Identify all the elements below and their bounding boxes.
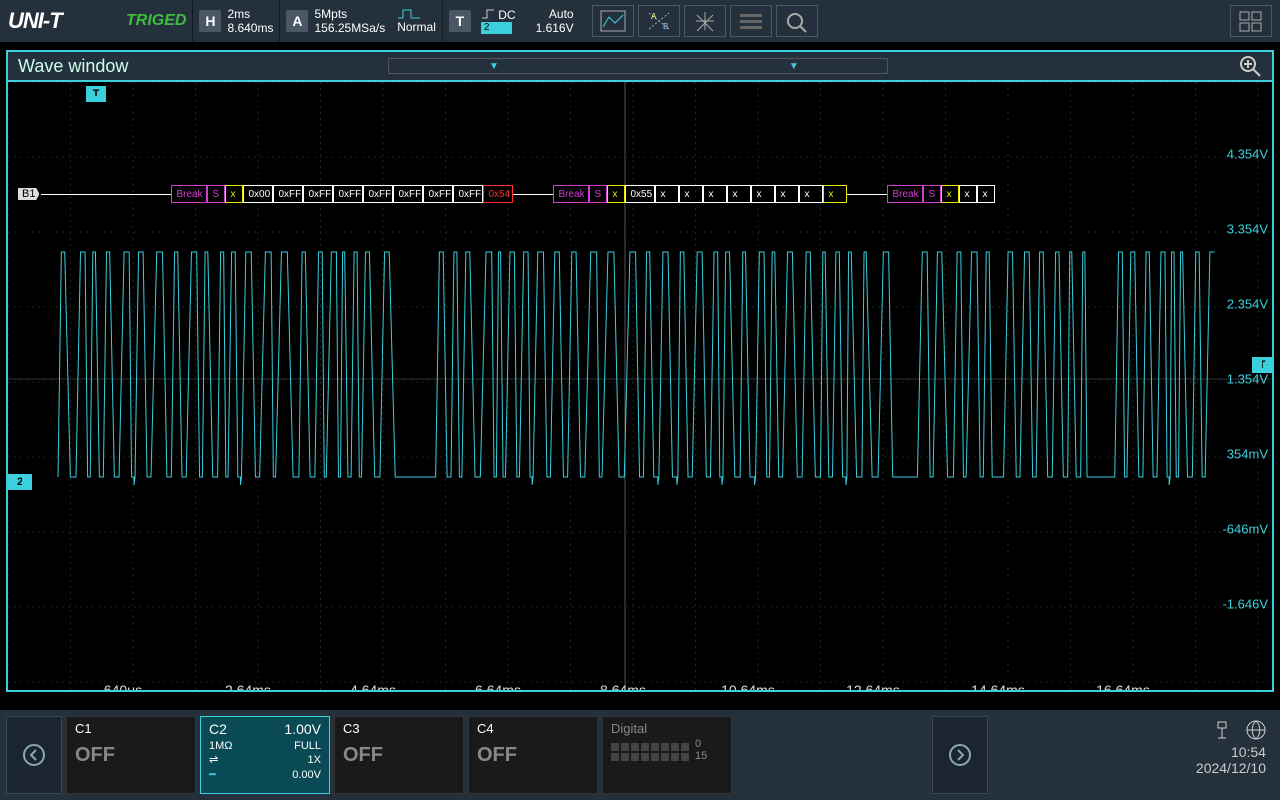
y-label: 4.354V	[1227, 147, 1268, 162]
ref-icon[interactable]	[730, 5, 772, 37]
y-label: -646mV	[1222, 522, 1268, 537]
search-icon[interactable]	[776, 5, 818, 37]
digital-label: Digital	[611, 721, 723, 736]
next-button[interactable]	[932, 716, 988, 794]
h-timediv: 2ms	[227, 7, 273, 21]
overview-navigator[interactable]: ▼ ▼	[388, 58, 888, 74]
a-depth: 5Mpts	[314, 7, 385, 21]
network-icon	[1246, 720, 1266, 740]
wave-icon	[397, 8, 421, 20]
bottom-toolbar: C1OFFC21.00V 1MΩFULL ⇌1X ━0.00VC3OFFC4OF…	[0, 710, 1280, 800]
channel-c4[interactable]: C4OFF	[468, 716, 598, 794]
status-panel: 10:54 2024/12/10	[1188, 716, 1274, 794]
a-rate: 156.25MSa/s	[314, 21, 385, 35]
waveform-display[interactable]: T T 2 B1 BreakSx0x000xFF0xFF0xFF0xFF0xFF…	[6, 80, 1274, 692]
channel-2-waveform	[8, 82, 1272, 690]
x-label: 6.64ms	[475, 682, 521, 692]
svg-text:B: B	[663, 22, 668, 31]
x-label: 4.64ms	[350, 682, 396, 692]
t-channel: 2	[481, 22, 512, 34]
x-label: 10.64ms	[721, 682, 775, 692]
digital-lo: 15	[695, 750, 707, 762]
digital-hi: 0	[695, 738, 707, 750]
channel-c1[interactable]: C1OFF	[66, 716, 196, 794]
digital-bit-grid	[611, 743, 689, 761]
h-delay: 8.640ms	[227, 21, 273, 35]
x-label: 12.64ms	[846, 682, 900, 692]
t-mode: Auto	[536, 7, 574, 21]
trigger-settings[interactable]: T DC 2 Auto 1.616V	[442, 0, 580, 42]
acquisition-settings[interactable]: A 5Mpts 156.25MSa/s Normal	[279, 0, 441, 42]
horizontal-settings[interactable]: H 2ms 8.640ms	[192, 0, 279, 42]
brand-logo: UNI-T	[0, 8, 120, 34]
y-label: 2.354V	[1227, 297, 1268, 312]
t-level: 1.616V	[536, 21, 574, 35]
wave-window-header: Wave window ▼ ▼	[6, 50, 1274, 80]
channel-c3[interactable]: C3OFF	[334, 716, 464, 794]
x-label: 16.64ms	[1096, 682, 1150, 692]
math-icon[interactable]	[684, 5, 726, 37]
y-label: -1.646V	[1222, 597, 1268, 612]
x-label: 14.64ms	[971, 682, 1025, 692]
y-label: 354mV	[1227, 447, 1268, 462]
prev-button[interactable]	[6, 716, 62, 794]
x-label: 2.64ms	[225, 682, 271, 692]
window-title: Wave window	[18, 56, 128, 77]
x-label: 640μs	[104, 682, 142, 692]
channel-panels: C1OFFC21.00V 1MΩFULL ⇌1X ━0.00VC3OFFC4OF…	[66, 716, 598, 794]
a-mode: Normal	[397, 20, 436, 34]
x-label: 8.64ms	[600, 682, 646, 692]
zoom-icon[interactable]	[1238, 54, 1262, 78]
clock-time: 10:54	[1196, 744, 1266, 760]
app-grid-icon[interactable]	[1230, 5, 1272, 37]
usb-icon	[1212, 720, 1232, 740]
a-key: A	[286, 10, 308, 32]
edge-icon	[481, 9, 495, 19]
svg-text:A: A	[651, 12, 657, 21]
t-coupling: DC	[498, 8, 515, 22]
t-key: T	[449, 10, 471, 32]
trigger-status: TRIGED	[120, 12, 192, 30]
y-label: 1.354V	[1227, 372, 1268, 387]
channel-c2[interactable]: C21.00V 1MΩFULL ⇌1X ━0.00V	[200, 716, 330, 794]
clock-date: 2024/12/10	[1196, 760, 1266, 776]
y-label: 3.354V	[1227, 222, 1268, 237]
digital-panel[interactable]: Digital 0 15	[602, 716, 732, 794]
cursor-icon[interactable]: AB	[638, 5, 680, 37]
measure-icon[interactable]	[592, 5, 634, 37]
h-key: H	[199, 10, 221, 32]
tool-icons: AB	[590, 5, 820, 37]
top-toolbar: UNI-T TRIGED H 2ms 8.640ms A 5Mpts 156.2…	[0, 0, 1280, 42]
